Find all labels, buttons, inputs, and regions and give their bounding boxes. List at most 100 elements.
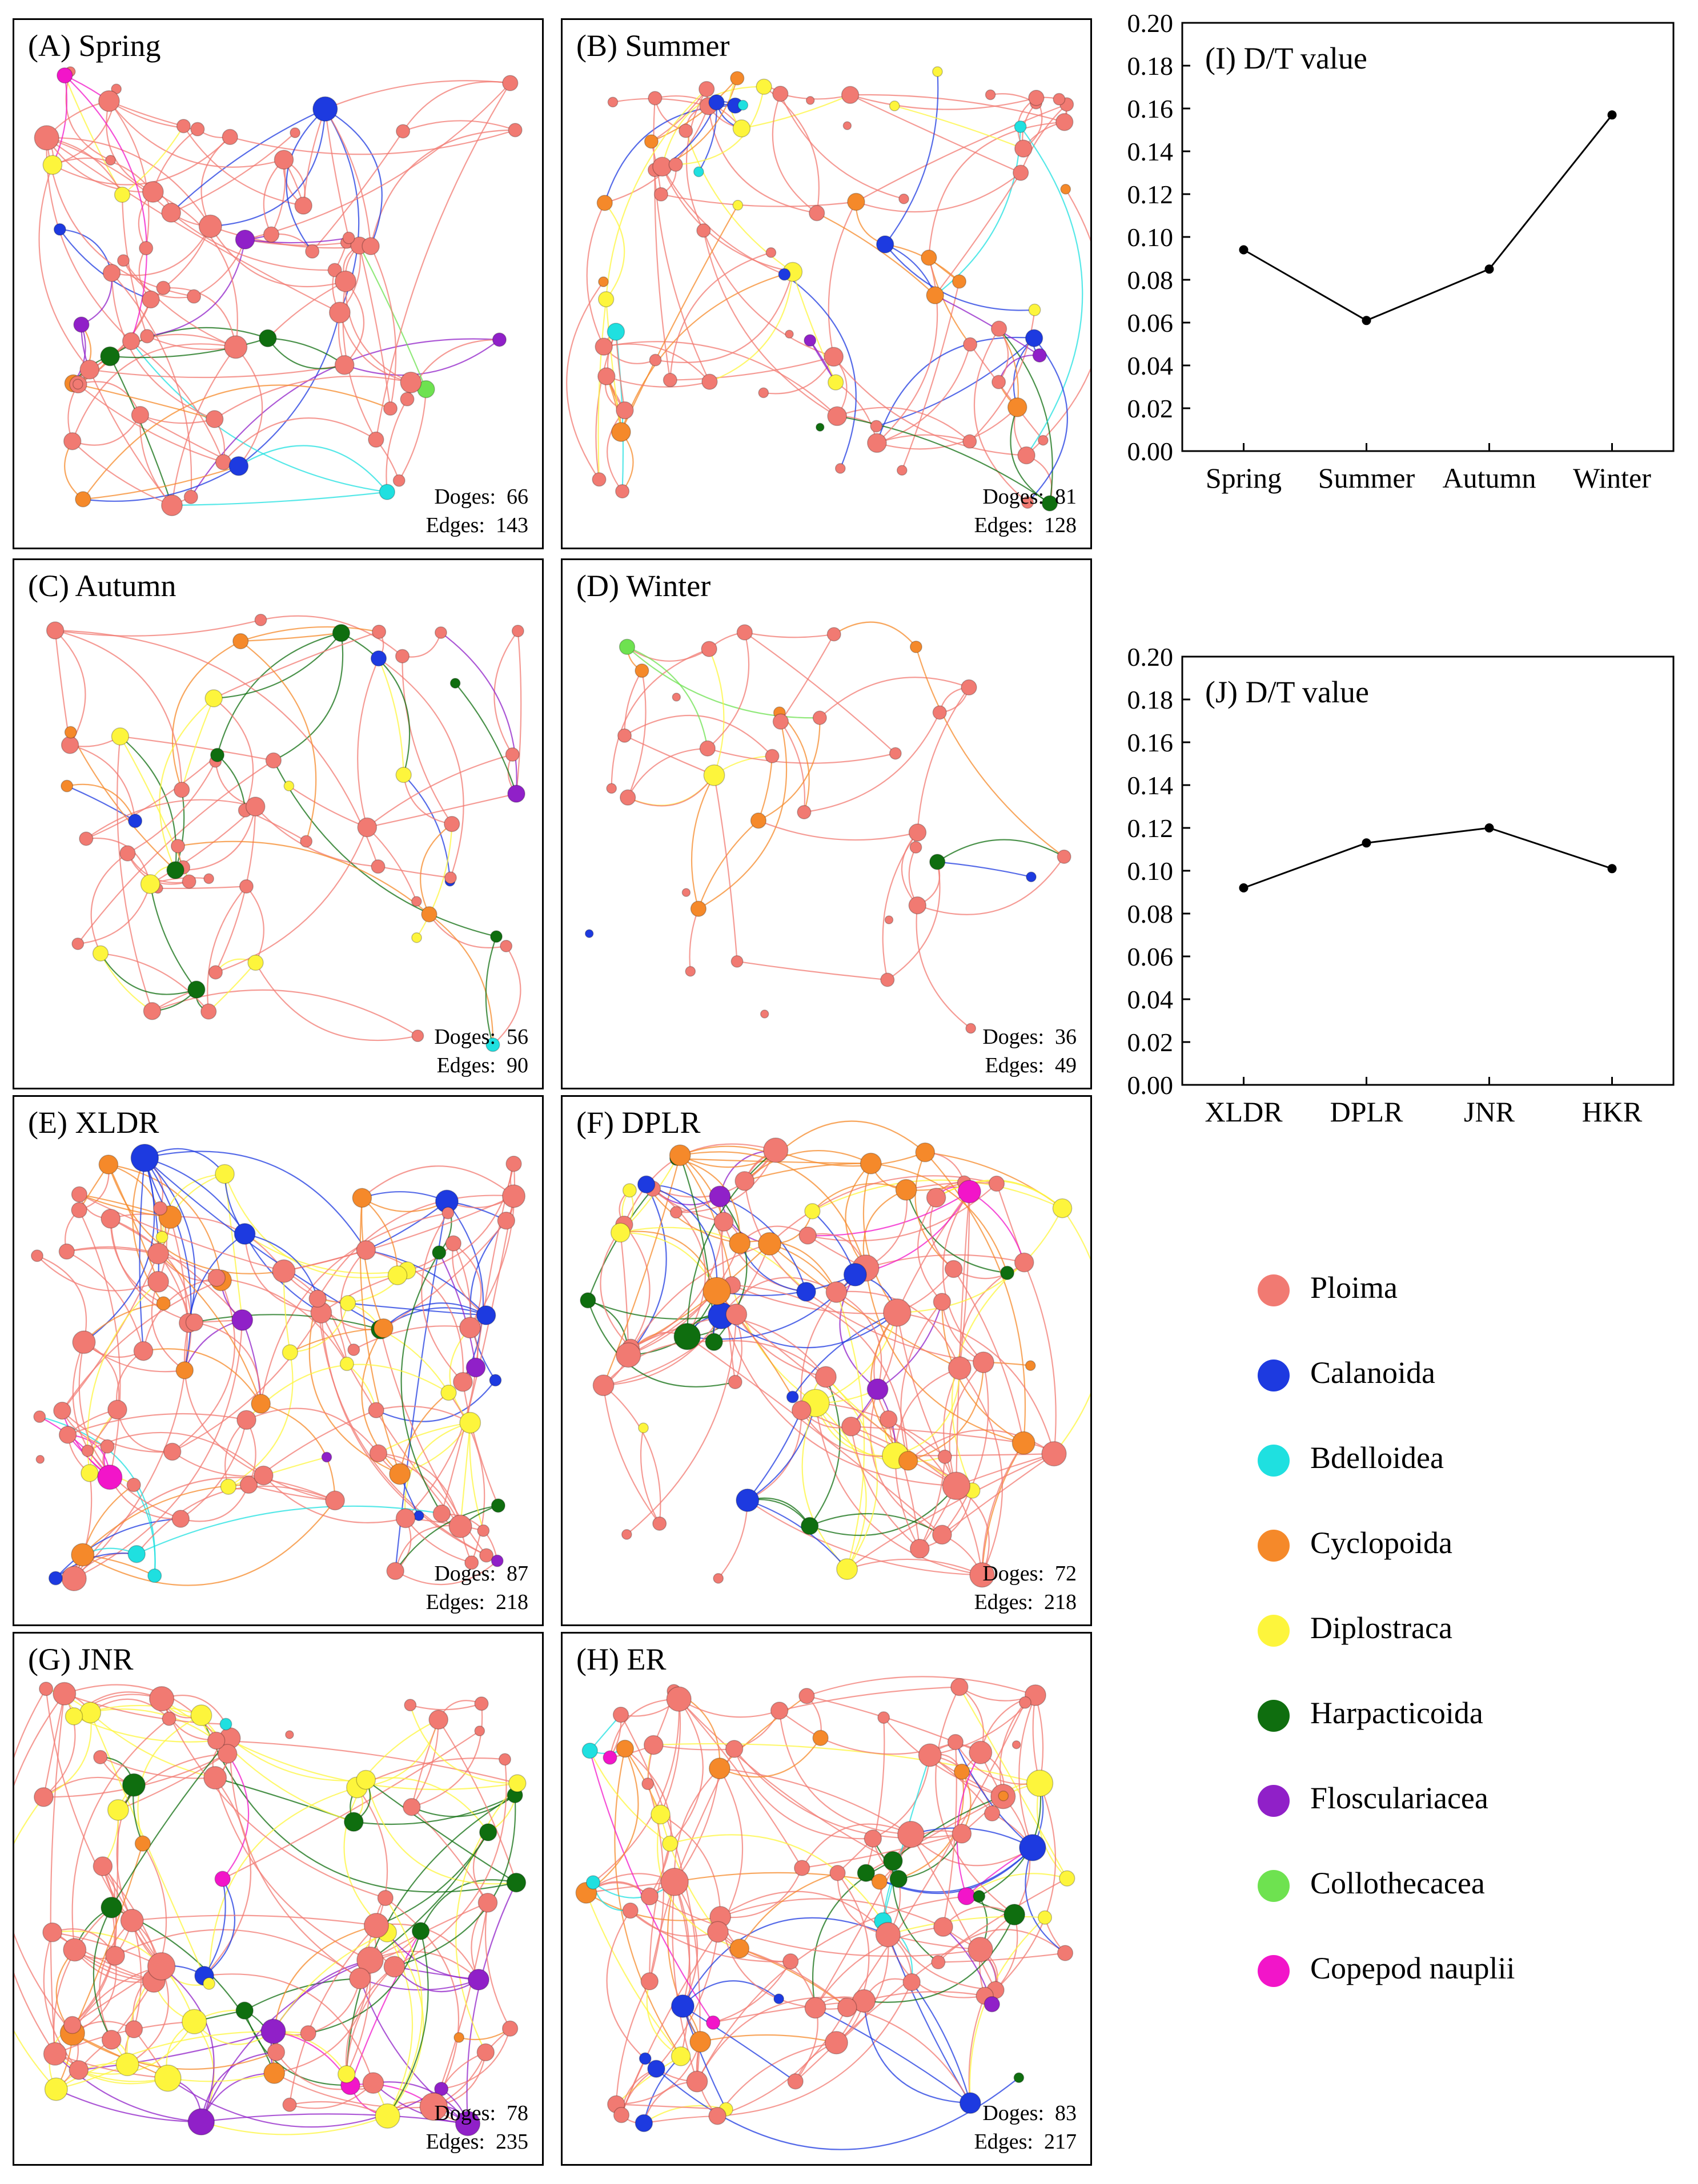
edge [597, 299, 607, 480]
node-ploima [143, 1002, 162, 1020]
edge [180, 1419, 247, 1519]
edge [624, 670, 643, 736]
node-diplostraca [204, 689, 223, 707]
node-diplostraca [1026, 1769, 1054, 1797]
node-diplostraca [44, 2077, 68, 2101]
node-ploima [34, 1787, 54, 1807]
node-diplostraca [65, 1707, 83, 1726]
edge [736, 1314, 826, 1378]
edge [877, 344, 971, 444]
edge [808, 1190, 970, 1237]
node-ploima [72, 379, 83, 390]
nodes-count: 81 [1055, 484, 1077, 509]
node-harpacticoida [479, 1823, 497, 1841]
edge [878, 1881, 996, 1991]
edge [627, 646, 708, 749]
edge [778, 1710, 911, 1835]
node-ploima [620, 789, 636, 806]
edge [70, 744, 136, 821]
edge [466, 1882, 517, 2124]
node-ploima [592, 1374, 615, 1397]
network-graph [46, 613, 525, 1052]
edge [64, 75, 147, 341]
edge [386, 1932, 424, 2117]
edge [877, 1301, 943, 1390]
edge [628, 1242, 741, 1356]
node-ploima [63, 2016, 82, 2034]
edge [66, 783, 136, 822]
edge [828, 201, 857, 357]
edge [682, 1980, 780, 2007]
node-ploima [1055, 113, 1074, 131]
edge [604, 341, 838, 417]
node-ploima [785, 329, 794, 339]
edge [100, 1756, 215, 1779]
node-ploima [445, 1235, 461, 1252]
edge [160, 1965, 215, 2122]
node-ploima [837, 1997, 857, 2017]
edge [850, 94, 1037, 110]
node-ploima [222, 128, 238, 146]
node-ploima [672, 693, 681, 702]
edge [362, 1165, 515, 1198]
edges-count: 90 [507, 1053, 528, 1077]
node-ploima [615, 484, 630, 498]
edge [255, 806, 379, 867]
edge [682, 1917, 889, 2007]
nodes [34, 66, 523, 516]
node-ploima [396, 124, 411, 139]
node-calanoida [1026, 871, 1037, 883]
edge [244, 1978, 360, 2012]
node-ploima [441, 1206, 455, 1220]
edge [398, 389, 427, 481]
node-ploima [162, 1711, 176, 1726]
edge [441, 2028, 511, 2090]
node-calanoida [647, 2060, 665, 2078]
node-cyclopoida [134, 1835, 151, 1852]
edge [52, 1930, 195, 2022]
edge [448, 1392, 485, 1563]
nodes [580, 1137, 1073, 1588]
node-ploima [33, 1410, 46, 1423]
edge [846, 2006, 971, 2103]
node-diplostraca [154, 2064, 182, 2092]
edge [78, 1209, 121, 1478]
edge [802, 1833, 962, 1869]
edge [54, 630, 86, 746]
edge [901, 281, 960, 471]
edge [920, 1490, 973, 1550]
edge [862, 1163, 898, 1313]
node-diplostraca [804, 1203, 821, 1220]
edge [38, 164, 90, 370]
edge [190, 338, 500, 497]
edge [911, 1981, 971, 2103]
edge [453, 1242, 482, 1328]
edge [877, 407, 1018, 450]
edge [140, 414, 215, 424]
node-ploima [101, 2030, 122, 2050]
node-ploima [205, 410, 224, 428]
edge [122, 126, 184, 195]
node-ploima [34, 125, 59, 151]
node-ploima [203, 1766, 227, 1790]
edges [38, 71, 516, 506]
node-diplostraca [375, 2103, 400, 2129]
edge [954, 1741, 1033, 1848]
node-bdelloidea [737, 99, 749, 111]
edge [720, 1868, 803, 1918]
edge [274, 2072, 434, 2109]
edge [603, 343, 710, 383]
edge [376, 1923, 479, 1980]
edge [111, 1737, 231, 1908]
edge [110, 1218, 192, 1371]
data-point [1607, 864, 1617, 874]
edge [367, 793, 517, 828]
edge [744, 632, 896, 754]
node-diplostraca [203, 1977, 215, 1990]
node-bdelloidea [127, 1545, 146, 1563]
edge [194, 1321, 262, 1404]
node-diplostraca [598, 291, 615, 308]
node-ploima [122, 332, 141, 351]
edge [438, 1252, 477, 1368]
edge [758, 820, 918, 841]
